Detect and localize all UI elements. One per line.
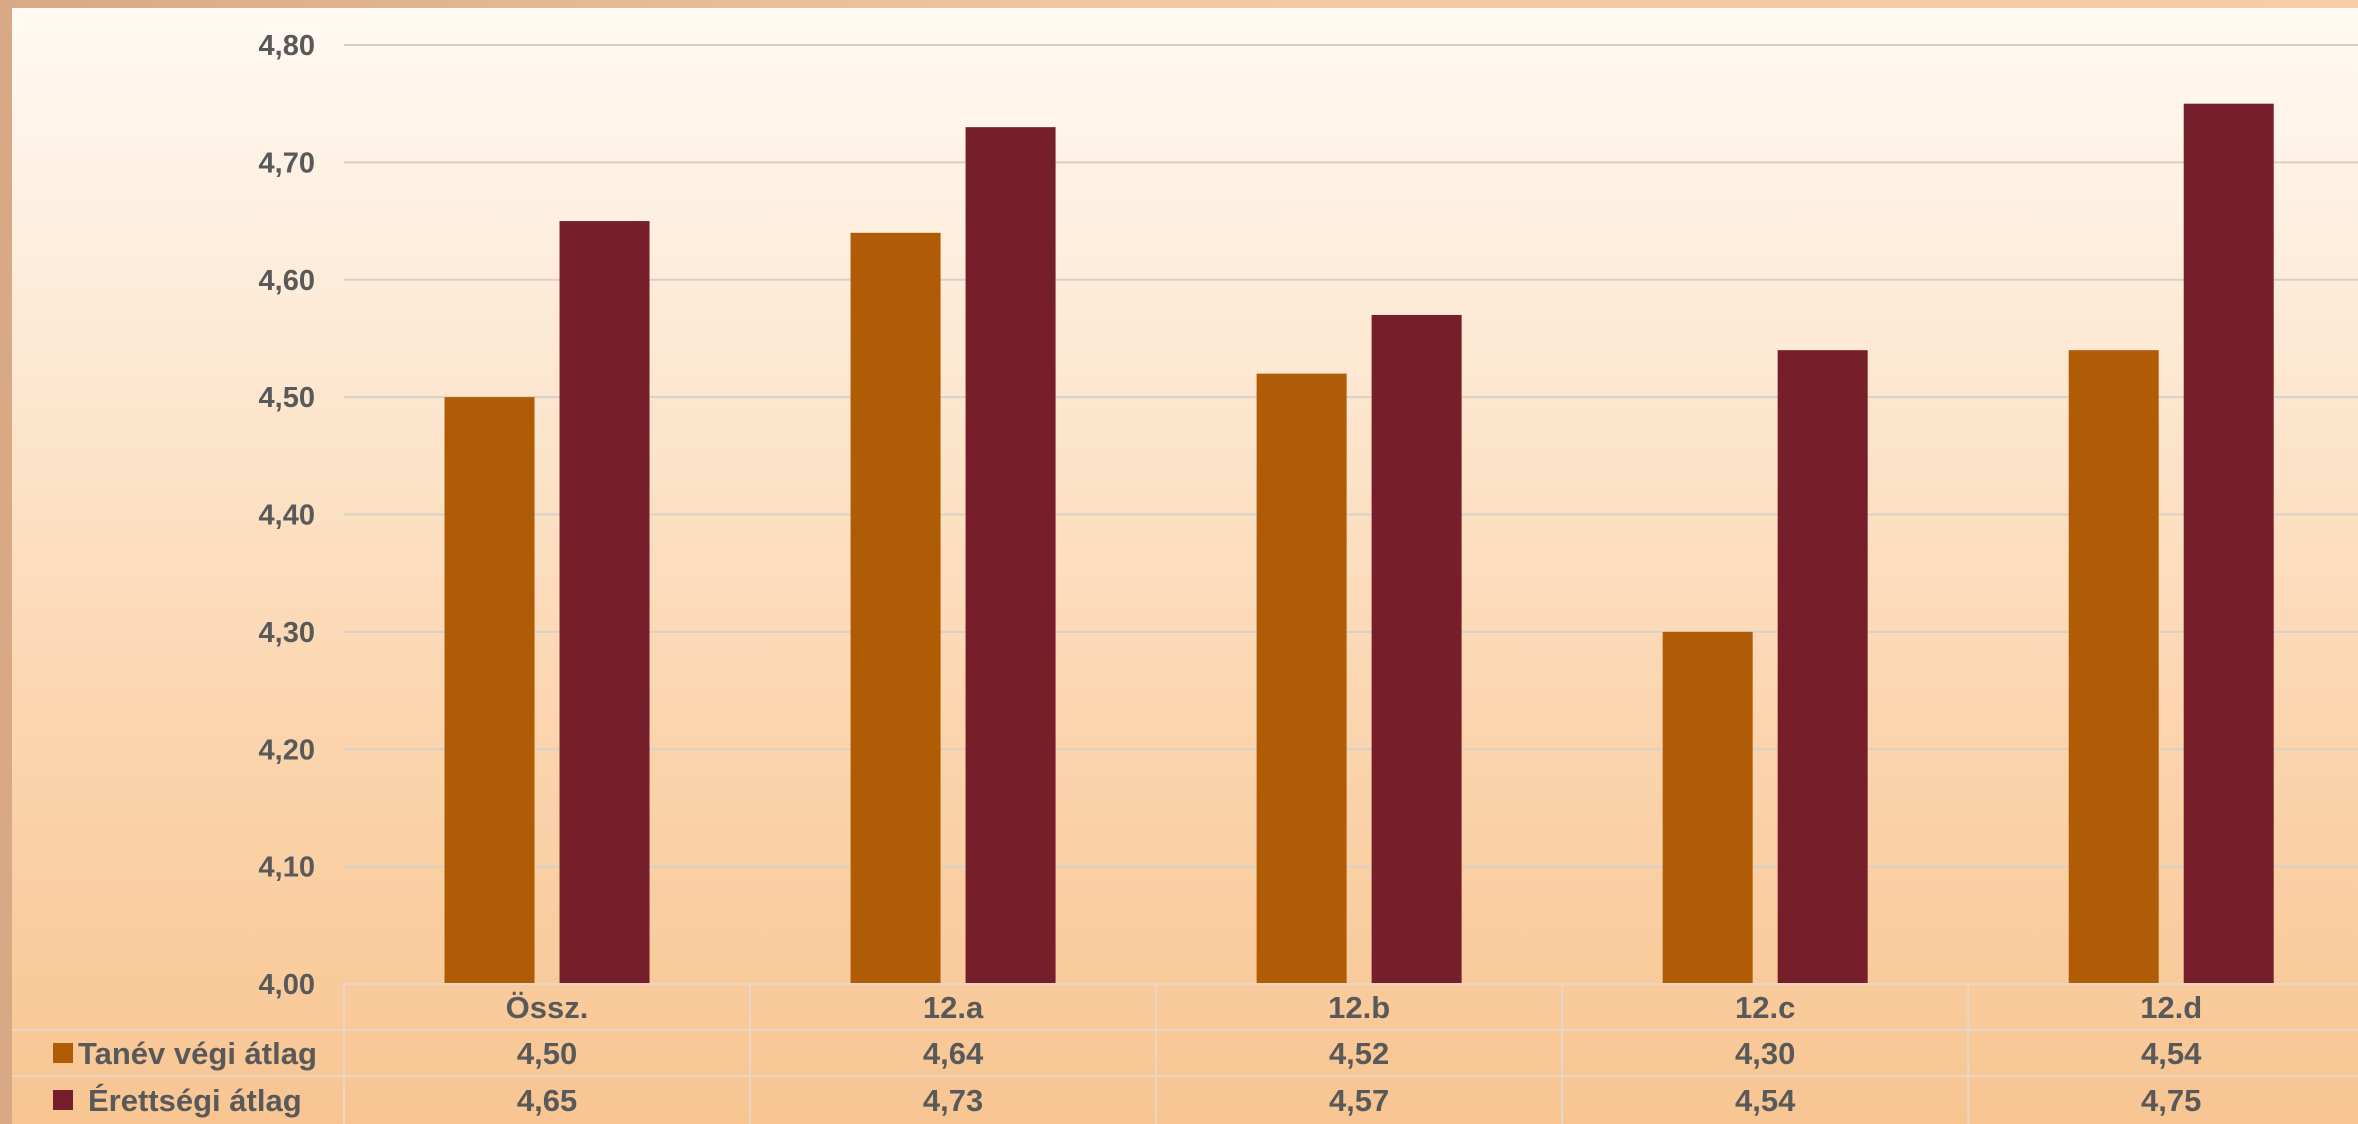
bar [2183, 103, 2274, 984]
x-tick-label: 12.d [2140, 990, 2202, 1025]
chart-svg: 4,00 4,10 4,20 4,30 4,40 4,50 4,60 4,70 4,80 Öss… [12, 30, 2358, 1124]
data-label: 4,54 [1735, 1083, 1796, 1118]
y-tick-label: 4,30 [259, 617, 315, 649]
x-tick-label: Össz. [506, 990, 589, 1025]
bar [1777, 350, 1868, 984]
bar [1256, 373, 1347, 984]
data-label: 4,50 [517, 1036, 577, 1071]
bar [559, 221, 650, 984]
bar [444, 397, 535, 984]
y-tick-label: 4,40 [259, 500, 315, 532]
bar [965, 127, 1056, 985]
slide-top-band [0, 0, 2358, 8]
data-label: 4,75 [2141, 1083, 2201, 1118]
data-label: 4,52 [1329, 1036, 1389, 1071]
y-axis-ticks: 4,00 4,10 4,20 4,30 4,40 4,50 4,60 4,70 4,80 [259, 30, 315, 1001]
x-tick-label: 12.b [1328, 990, 1390, 1025]
gridlines [344, 44, 2358, 868]
legend-label: Tanév végi átlag [78, 1036, 317, 1071]
chart-panel: 4,00 4,10 4,20 4,30 4,40 4,50 4,60 4,70 4,80 Öss… [12, 8, 2358, 1124]
y-tick-label: 4,50 [259, 382, 315, 414]
bar [1371, 314, 1462, 984]
y-tick-label: 4,70 [259, 147, 315, 179]
bar [1662, 631, 1753, 984]
data-label: 4,54 [2141, 1036, 2202, 1071]
y-tick-label: 4,80 [259, 30, 315, 62]
data-table: Össz. 4,50 4,65 12.a 4,64 4,73 12.b 4,52 4,57 12.… [12, 983, 2358, 1124]
y-tick-label: 4,10 [259, 852, 315, 884]
legend-key [53, 1043, 73, 1063]
y-tick-label: 4,20 [259, 734, 315, 766]
y-tick-label: 4,00 [259, 969, 315, 1001]
data-label: 4,65 [517, 1083, 577, 1118]
data-label: 4,64 [923, 1036, 984, 1071]
legend-label: Érettségi átlag [88, 1083, 302, 1118]
y-tick-label: 4,60 [259, 265, 315, 297]
data-label: 4,57 [1329, 1083, 1389, 1118]
x-tick-label: 12.a [923, 990, 984, 1025]
legend-key [53, 1090, 73, 1110]
bar [850, 232, 941, 985]
x-tick-label: 12.c [1735, 990, 1795, 1025]
data-label: 4,30 [1735, 1036, 1795, 1071]
bar [2068, 350, 2159, 984]
bars [444, 103, 2274, 985]
data-label: 4,73 [923, 1083, 983, 1118]
